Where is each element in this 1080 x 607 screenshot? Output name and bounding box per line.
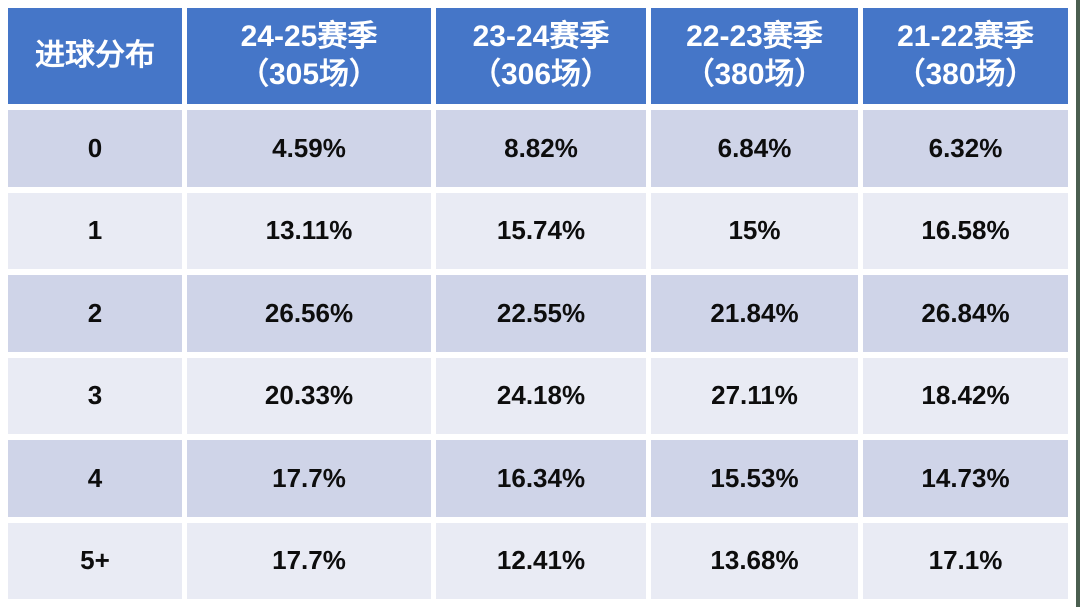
header-row: 进球分布 24-25赛季 （305场） 23-24赛季 （306场） 22-23…	[8, 8, 1068, 104]
matches-label: （380场）	[684, 58, 825, 91]
data-cell: 17.1%	[863, 522, 1068, 599]
row-label: 0	[8, 110, 182, 187]
data-cell: 27.11%	[651, 357, 858, 434]
table-row-goals-3: 3 20.33% 24.18% 27.11% 18.42%	[8, 357, 1068, 434]
data-cell: 15%	[651, 192, 858, 269]
data-cell: 21.84%	[651, 275, 858, 352]
table-row-goals-2: 2 26.56% 22.55% 21.84% 26.84%	[8, 275, 1068, 352]
row-label: 4	[8, 440, 182, 517]
row-label: 1	[8, 192, 182, 269]
season-label: 23-24赛季	[472, 20, 610, 53]
season-label: 21-22赛季	[897, 20, 1034, 53]
table-row-goals-5plus: 5+ 17.7% 12.41% 13.68% 17.1%	[8, 522, 1068, 599]
data-cell: 15.53%	[651, 440, 858, 517]
matches-label: （305场）	[238, 58, 380, 91]
season-label: 22-23赛季	[686, 20, 823, 53]
data-cell: 8.82%	[436, 110, 646, 187]
table-row-goals-1: 1 13.11% 15.74% 15% 16.58%	[8, 192, 1068, 269]
goal-distribution-table: 进球分布 24-25赛季 （305场） 23-24赛季 （306场） 22-23…	[3, 2, 1073, 605]
data-cell: 14.73%	[863, 440, 1068, 517]
data-cell: 17.7%	[187, 522, 431, 599]
corner-header-cell: 进球分布	[8, 8, 182, 104]
column-header-season-22-23: 22-23赛季 （380场）	[651, 8, 858, 104]
data-cell: 6.32%	[863, 110, 1068, 187]
data-cell: 13.11%	[187, 192, 431, 269]
data-cell: 12.41%	[436, 522, 646, 599]
matches-label: （306场）	[470, 58, 612, 91]
data-cell: 16.58%	[863, 192, 1068, 269]
table-row-goals-4: 4 17.7% 16.34% 15.53% 14.73%	[8, 440, 1068, 517]
data-cell: 13.68%	[651, 522, 858, 599]
data-cell: 26.56%	[187, 275, 431, 352]
screenshot-right-edge-strip	[1076, 0, 1080, 607]
row-label: 3	[8, 357, 182, 434]
data-cell: 17.7%	[187, 440, 431, 517]
data-cell: 15.74%	[436, 192, 646, 269]
column-header-season-24-25: 24-25赛季 （305场）	[187, 8, 431, 104]
data-cell: 22.55%	[436, 275, 646, 352]
data-cell: 26.84%	[863, 275, 1068, 352]
column-header-season-21-22: 21-22赛季 （380场）	[863, 8, 1068, 104]
row-label: 5+	[8, 522, 182, 599]
data-cell: 4.59%	[187, 110, 431, 187]
corner-header-label: 进球分布	[35, 39, 155, 72]
data-cell: 20.33%	[187, 357, 431, 434]
data-cell: 18.42%	[863, 357, 1068, 434]
table-row-goals-0: 0 4.59% 8.82% 6.84% 6.32%	[8, 110, 1068, 187]
column-header-season-23-24: 23-24赛季 （306场）	[436, 8, 646, 104]
matches-label: （380场）	[895, 58, 1036, 91]
data-cell: 16.34%	[436, 440, 646, 517]
data-cell: 24.18%	[436, 357, 646, 434]
row-label: 2	[8, 275, 182, 352]
data-cell: 6.84%	[651, 110, 858, 187]
season-label: 24-25赛季	[240, 20, 378, 53]
